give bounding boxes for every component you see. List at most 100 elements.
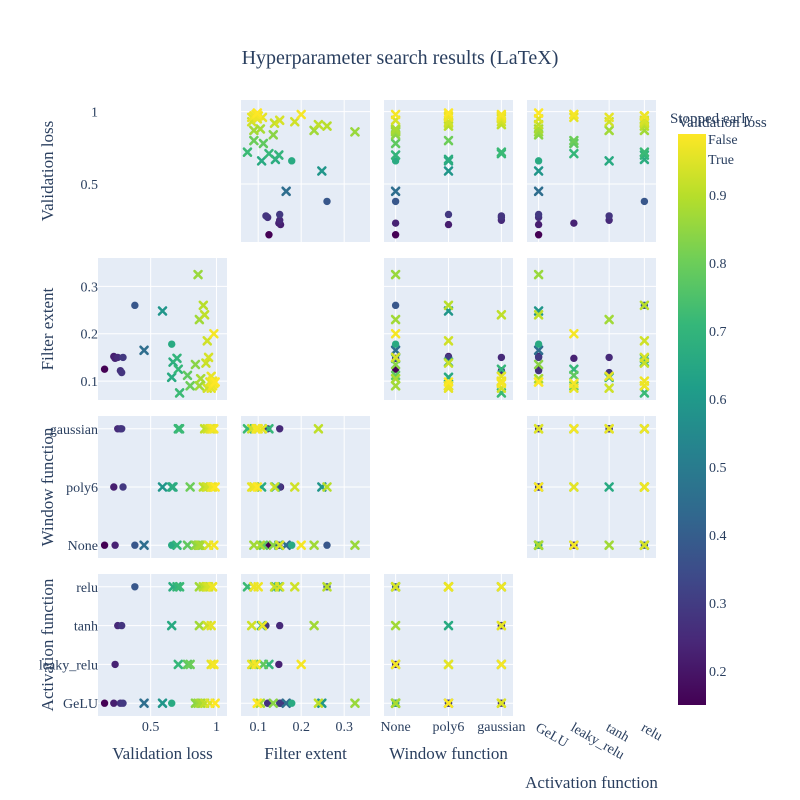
data-point-10[interactable] [391,340,400,348]
data-point-23[interactable] [639,300,650,311]
data-point-17[interactable] [443,135,454,146]
data-point-6[interactable] [119,353,127,362]
data-point-0[interactable] [100,541,109,549]
data-point-4[interactable] [534,366,543,375]
data-point-29[interactable] [496,698,507,709]
data-point-7[interactable] [391,301,400,310]
data-point-1[interactable] [110,699,118,707]
data-point-3[interactable] [276,621,284,630]
data-point-10[interactable] [288,157,296,165]
data-point-12[interactable] [168,482,178,492]
data-point-32[interactable] [207,482,218,492]
data-point-13[interactable] [172,353,182,364]
data-point-26[interactable] [604,383,614,393]
data-point-36[interactable] [252,482,263,492]
data-point-7[interactable] [131,583,139,591]
data-point-36[interactable] [443,377,454,387]
data-point-20[interactable] [604,540,614,551]
data-point-3[interactable] [497,353,506,362]
data-point-10[interactable] [534,157,543,165]
data-point-35[interactable] [569,109,579,120]
data-point-36[interactable] [210,482,220,492]
data-point-19[interactable] [390,269,401,280]
data-point-20[interactable] [309,620,319,631]
data-point-6[interactable] [444,210,453,219]
data-point-28[interactable] [274,581,285,592]
data-point-2[interactable] [391,219,400,227]
data-point-25[interactable] [269,118,280,128]
data-point-5[interactable] [117,425,126,433]
data-point-27[interactable] [443,336,454,346]
data-point-9[interactable] [443,166,454,176]
data-point-35[interactable] [296,109,307,120]
data-point-33[interactable] [253,581,264,592]
data-point-33[interactable] [496,376,507,386]
data-point-11[interactable] [166,620,177,631]
data-point-35[interactable] [390,109,401,120]
data-point-12[interactable] [443,154,454,165]
data-point-0[interactable] [534,231,543,239]
data-point-9[interactable] [533,166,544,176]
data-point-17[interactable] [569,380,579,391]
data-point-6[interactable] [119,699,127,707]
data-point-9[interactable] [157,482,168,492]
data-point-2[interactable] [111,541,119,549]
data-point-17[interactable] [249,135,259,146]
data-point-31[interactable] [496,620,507,631]
data-point-35[interactable] [390,659,401,670]
data-point-27[interactable] [289,581,300,592]
data-point-31[interactable] [257,620,268,631]
data-point-5[interactable] [117,621,126,630]
data-point-6[interactable] [276,210,284,219]
data-point-14[interactable] [173,659,184,670]
data-point-22[interactable] [195,373,206,384]
data-point-24[interactable] [313,423,324,434]
data-point-22[interactable] [255,540,266,551]
data-point-13[interactable] [172,581,182,592]
data-point-2[interactable] [111,660,119,669]
data-point-7[interactable] [640,197,649,206]
data-point-32[interactable] [639,482,650,492]
data-point-35[interactable] [390,328,401,339]
data-point-7[interactable] [131,301,139,310]
data-point-35[interactable] [209,328,219,339]
data-point-36[interactable] [252,108,263,118]
data-point-5[interactable] [117,368,126,377]
data-point-33[interactable] [639,111,650,121]
data-point-35[interactable] [209,659,219,670]
data-point-10[interactable] [534,340,543,348]
data-point-0[interactable] [391,231,400,239]
data-point-23[interactable] [322,581,332,592]
data-point-3[interactable] [276,425,284,433]
data-point-36[interactable] [533,482,544,492]
data-point-7[interactable] [391,197,400,206]
data-point-9[interactable] [317,166,327,176]
data-point-36[interactable] [252,698,263,709]
data-point-8[interactable] [533,345,544,356]
data-point-29[interactable] [533,423,544,434]
data-point-34[interactable] [496,378,507,389]
data-point-15[interactable] [639,147,650,157]
data-point-11[interactable] [604,156,614,166]
legend[interactable]: Stopped early False True [670,111,753,168]
data-point-24[interactable] [313,698,324,709]
data-point-36[interactable] [533,377,544,387]
data-point-20[interactable] [604,125,614,136]
data-point-20[interactable] [309,540,319,551]
data-point-8[interactable] [139,698,149,709]
data-point-11[interactable] [604,482,614,492]
data-point-18[interactable] [268,129,279,140]
data-point-15[interactable] [639,388,650,398]
data-point-34[interactable] [251,423,261,434]
data-point-16[interactable] [258,659,269,670]
data-point-25[interactable] [443,358,454,368]
data-point-8[interactable] [281,698,291,709]
data-point-0[interactable] [100,365,109,373]
data-point-36[interactable] [443,108,454,118]
data-point-16[interactable] [182,659,193,670]
data-point-30[interactable] [443,659,454,670]
data-point-0[interactable] [100,699,109,707]
data-point-17[interactable] [185,659,195,670]
data-point-17[interactable] [569,135,579,146]
data-point-18[interactable] [190,359,201,370]
